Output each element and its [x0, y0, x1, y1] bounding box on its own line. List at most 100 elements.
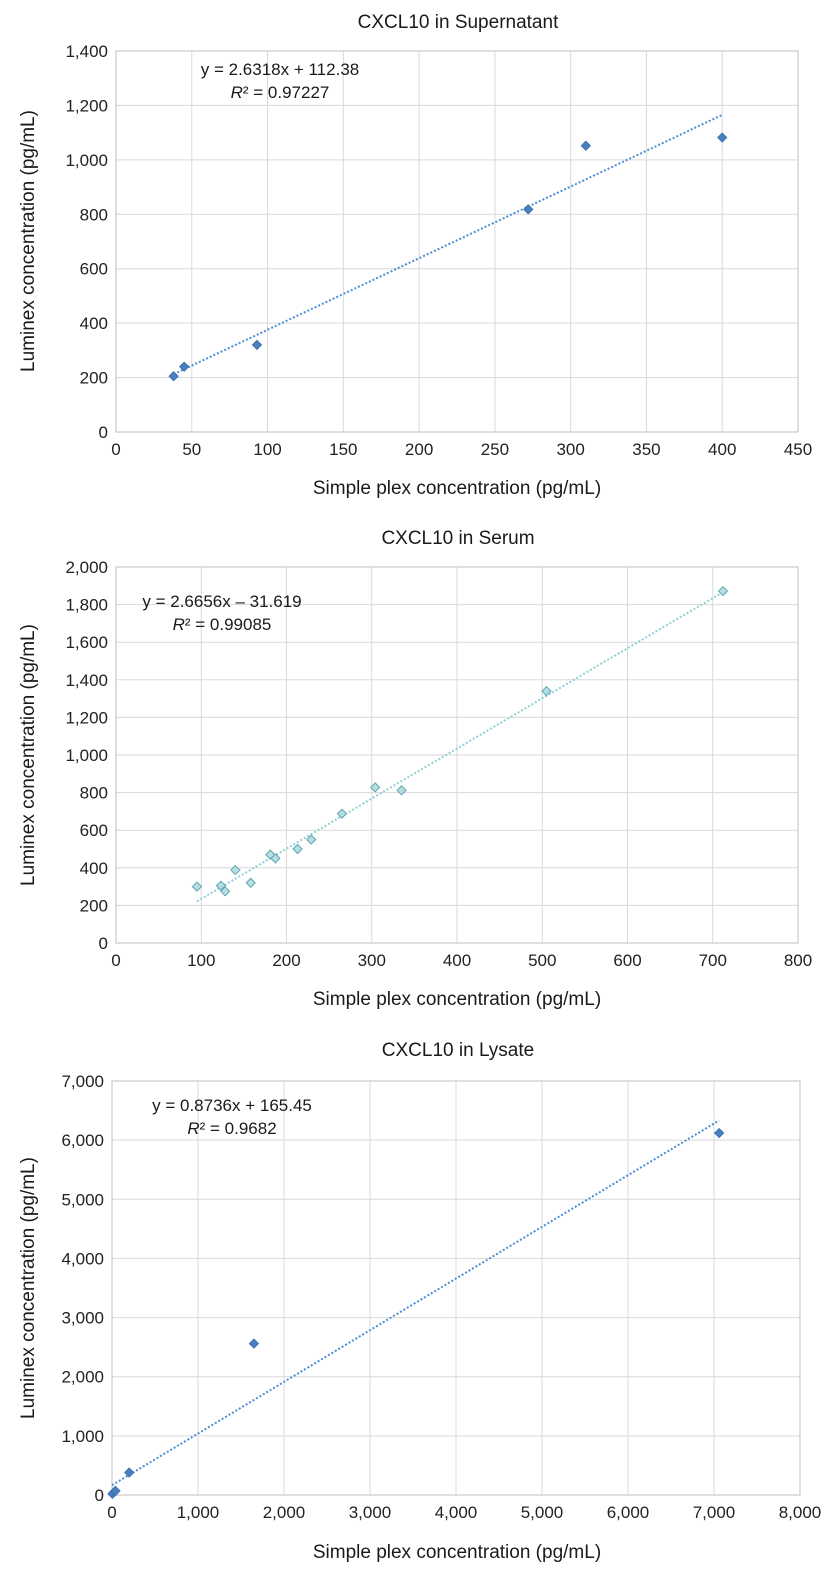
chart-1-data-point — [168, 371, 179, 382]
chart-2-r-label: R — [173, 615, 185, 634]
chart-2-x-tick-label: 400 — [443, 951, 471, 970]
chart-3-x-ticks: 0 1,000 2,000 3,000 4,000 5,000 6,000 7,000 8,00… — [107, 1503, 821, 1522]
chart-1-data-point — [251, 339, 263, 351]
chart-3-x-tick-label: 6,000 — [607, 1503, 650, 1522]
chart-1-equation: y = 2.6318x + 112.38 — [201, 60, 359, 79]
chart-3-r-squared: R² = 0.9682 — [187, 1119, 276, 1138]
chart-2-plot-area — [115, 566, 799, 944]
chart-2-data-point — [215, 880, 227, 891]
chart-1-x-tick-label: 150 — [329, 440, 357, 459]
chart-3-data-point — [248, 1338, 260, 1349]
chart-1-data-point — [523, 204, 534, 215]
chart-1-y-tick-label: 1,400 — [65, 42, 108, 61]
chart-3-y-tick-label: 6,000 — [61, 1131, 104, 1150]
chart-3-x-tick-label: 1,000 — [177, 1503, 220, 1522]
chart-3-r-label: R — [187, 1119, 199, 1138]
chart-1-x-tick-label: 50 — [182, 440, 201, 459]
chart-1-data-point — [717, 132, 728, 143]
chart-2-grid — [115, 566, 799, 944]
chart-3-data-point — [123, 1467, 135, 1478]
chart-1-x-tick-label: 200 — [405, 440, 433, 459]
chart-3-x-axis-label: Simple plex concentration (pg/mL) — [313, 1542, 601, 1563]
chart-3-x-tick-label: 4,000 — [435, 1503, 478, 1522]
chart-1-x-tick-label: 450 — [784, 440, 812, 459]
chart-2-data-point — [369, 782, 381, 793]
chart-2-data-point — [717, 585, 729, 597]
chart-1-y-tick-label: 400 — [80, 314, 108, 333]
chart-1-y-ticks: 0 200 400 600 800 1,000 1,200 1,400 — [65, 42, 108, 442]
chart-1-trendline-layer — [173, 114, 723, 376]
chart-2-title: CXCL10 in Serum — [381, 528, 534, 549]
chart-2-x-tick-label: 300 — [358, 951, 386, 970]
chart-2-data-point — [230, 864, 241, 876]
chart-2-x-tick-label: 600 — [613, 951, 641, 970]
chart-3-points — [107, 1127, 725, 1500]
chart-1-r-label: R — [231, 83, 243, 102]
chart-1-title: CXCL10 in Supernatant — [358, 12, 559, 33]
chart-2-y-tick-label: 1,000 — [65, 746, 108, 765]
chart-1-x-tick-label: 250 — [481, 440, 509, 459]
chart-1-x-tick-label: 100 — [253, 440, 281, 459]
chart-2-r-squared: R² = 0.99085 — [173, 615, 272, 634]
chart-3-plot-area — [111, 1080, 801, 1496]
chart-1-x-axis-label: Simple plex concentration (pg/mL) — [313, 478, 601, 499]
chart-2-x-tick-label: 0 — [111, 951, 120, 970]
chart-2-x-ticks: 0 100 200 300 400 500 600 700 800 — [111, 951, 812, 970]
chart-3-x-tick-label: 5,000 — [521, 1503, 564, 1522]
chart-lysate: CXCL10 in Lysate 0 1,000 2,000 3,000 4,000 5,… — [18, 1040, 821, 1563]
chart-3-y-tick-label: 1,000 — [61, 1427, 104, 1446]
chart-1-y-tick-label: 1,200 — [65, 96, 108, 115]
chart-1-data-point — [580, 140, 592, 151]
chart-2-y-tick-label: 1,400 — [65, 671, 108, 690]
chart-1-y-tick-label: 1,000 — [65, 151, 108, 170]
chart-1-grid — [115, 50, 799, 433]
chart-1-y-axis-label: Luminex concentration (pg/mL) — [18, 110, 39, 372]
chart-2-data-point — [270, 853, 281, 864]
chart-2-data-point — [292, 843, 303, 855]
chart-2-data-point — [396, 785, 407, 796]
chart-1-x-tick-label: 350 — [632, 440, 660, 459]
chart-3-y-tick-label: 5,000 — [61, 1190, 104, 1209]
chart-1-points — [168, 132, 728, 382]
chart-1-y-tick-label: 800 — [80, 205, 108, 224]
chart-3-title: CXCL10 in Lysate — [382, 1040, 534, 1061]
chart-1-data-point — [178, 361, 190, 372]
chart-2-data-point — [245, 877, 256, 889]
chart-2-y-ticks: 0 200 400 600 800 1,000 1,200 1,400 1,600 1,800 2,… — [65, 558, 108, 953]
chart-2-y-tick-label: 600 — [80, 821, 108, 840]
chart-2-points — [191, 585, 729, 897]
chart-3-data-point — [110, 1485, 121, 1497]
chart-2-y-axis-label: Luminex concentration (pg/mL) — [18, 624, 39, 886]
chart-2-x-axis-label: Simple plex concentration (pg/mL) — [313, 989, 601, 1010]
chart-3-x-tick-label: 2,000 — [263, 1503, 306, 1522]
chart-3-x-tick-label: 7,000 — [693, 1503, 736, 1522]
chart-3-equation: y = 0.8736x + 165.45 — [152, 1096, 312, 1115]
chart-3-y-ticks: 0 1,000 2,000 3,000 4,000 5,000 6,000 7,000 — [61, 1072, 104, 1505]
chart-1-r-squared: R² = 0.97227 — [231, 83, 330, 102]
chart-2-y-tick-label: 800 — [80, 784, 108, 803]
chart-3-y-tick-label: 0 — [95, 1486, 104, 1505]
chart-3-y-axis-label: Luminex concentration (pg/mL) — [18, 1157, 39, 1419]
chart-3-x-tick-label: 0 — [107, 1503, 116, 1522]
chart-3-r-value: ² = 0.9682 — [200, 1119, 277, 1138]
chart-serum: CXCL10 in Serum 0 200 400 600 800 1,000 1,200 1… — [18, 528, 812, 1010]
chart-3-y-tick-label: 3,000 — [61, 1309, 104, 1328]
chart-supernatant: CXCL10 in Supernatant 0 200 400 600 800 1,000… — [18, 12, 812, 499]
chart-1-x-tick-label: 0 — [111, 440, 120, 459]
chart-1-y-tick-label: 200 — [80, 369, 108, 388]
chart-2-y-tick-label: 200 — [80, 896, 108, 915]
chart-2-y-tick-label: 0 — [99, 934, 108, 953]
chart-3-data-point — [713, 1127, 725, 1139]
chart-2-data-point — [191, 881, 203, 892]
chart-2-equation: y = 2.6656x – 31.619 — [142, 592, 301, 611]
chart-2-data-point — [219, 886, 231, 897]
chart-3-y-tick-label: 7,000 — [61, 1072, 104, 1091]
chart-2-data-point — [306, 834, 317, 845]
chart-2-trendline — [196, 591, 724, 903]
chart-2-x-tick-label: 800 — [784, 951, 812, 970]
chart-2-x-tick-label: 100 — [187, 951, 215, 970]
chart-1-r-value: ² = 0.97227 — [243, 83, 330, 102]
chart-1-plot-area — [115, 50, 799, 433]
chart-2-y-tick-label: 400 — [80, 859, 108, 878]
